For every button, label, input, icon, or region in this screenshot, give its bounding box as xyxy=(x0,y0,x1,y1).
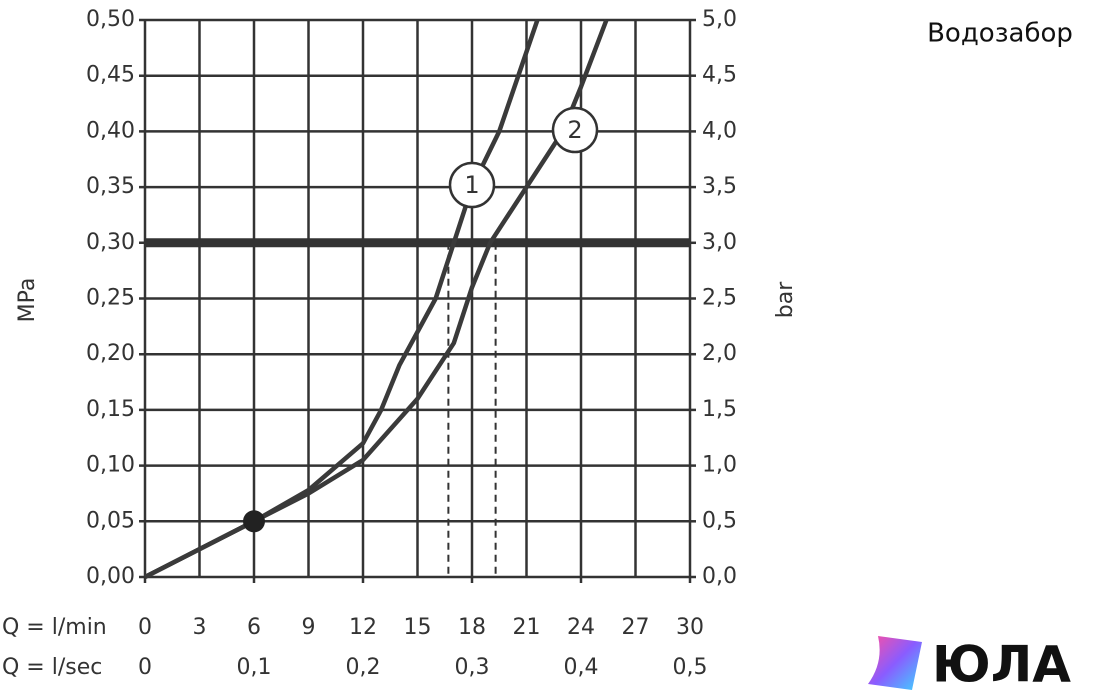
y-tick-label: 0,15 xyxy=(86,397,135,422)
y-tick-label: 0,10 xyxy=(86,453,135,478)
y2-tick-label: 2,5 xyxy=(702,286,737,311)
x-tick-label: 27 xyxy=(622,615,650,640)
x-tick-label: 9 xyxy=(302,615,316,640)
y-tick-label: 0,20 xyxy=(86,341,135,366)
x2-axis-label: Q = l/sec xyxy=(2,655,102,680)
y2-tick-label: 0,0 xyxy=(702,564,737,589)
x-tick-label: 24 xyxy=(567,615,595,640)
y2-tick-label: 4,5 xyxy=(702,63,737,88)
y-tick-label: 0,30 xyxy=(86,230,135,255)
x-tick-label: 12 xyxy=(349,615,377,640)
y2-axis-label: bar xyxy=(773,281,798,318)
y-tick-label: 0,45 xyxy=(86,63,135,88)
x-tick-label: 18 xyxy=(458,615,486,640)
x-axis-label: Q = l/min xyxy=(2,615,107,640)
series-badge xyxy=(448,161,496,209)
legend-label: 1 xyxy=(464,171,479,199)
x-tick-label: 21 xyxy=(513,615,541,640)
x-tick-label: 30 xyxy=(676,615,704,640)
x-tick-label: 6 xyxy=(247,615,261,640)
y-tick-label: 0,50 xyxy=(86,7,135,32)
y-tick-label: 0,05 xyxy=(86,508,135,533)
y2-tick-label: 3,0 xyxy=(702,230,737,255)
x2-tick-label: 0 xyxy=(138,655,152,680)
logo-icon xyxy=(868,636,922,690)
x-tick-label: 3 xyxy=(193,615,207,640)
x2-tick-label: 0,3 xyxy=(455,655,490,680)
y-tick-label: 0,40 xyxy=(86,118,135,143)
x-tick-label: 15 xyxy=(404,615,432,640)
x2-tick-label: 0,5 xyxy=(673,655,708,680)
chart-title: Водозабор xyxy=(927,19,1073,49)
y2-tick-label: 4,0 xyxy=(702,118,737,143)
y2-tick-label: 0,5 xyxy=(702,508,737,533)
y2-tick-label: 1,0 xyxy=(702,453,737,478)
y2-tick-label: 5,0 xyxy=(702,7,737,32)
y-tick-label: 0,00 xyxy=(86,564,135,589)
x2-tick-label: 0,1 xyxy=(237,655,272,680)
x-tick-label: 0 xyxy=(138,615,152,640)
point xyxy=(243,510,265,533)
watermark: ЮЛА xyxy=(932,636,1071,694)
y-axis-label: MPa xyxy=(15,278,40,323)
y2-tick-label: 1,5 xyxy=(702,397,737,422)
y-tick-label: 0,25 xyxy=(86,286,135,311)
y2-tick-label: 3,5 xyxy=(702,174,737,199)
series-badge xyxy=(551,106,599,154)
x2-tick-label: 0,4 xyxy=(564,655,599,680)
y2-tick-label: 2,0 xyxy=(702,341,737,366)
legend-label: 2 xyxy=(567,116,582,144)
y-tick-label: 0,35 xyxy=(86,174,135,199)
x2-tick-label: 0,2 xyxy=(346,655,381,680)
